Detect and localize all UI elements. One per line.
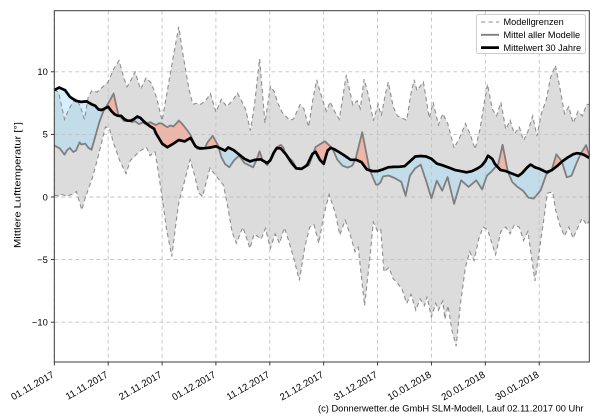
svg-text:−5: −5 [37,254,48,265]
svg-text:5: 5 [43,129,48,140]
svg-text:(c) Donnerwetter.de GmbH SLM-M: (c) Donnerwetter.de GmbH SLM-Modell, Lau… [318,404,583,414]
svg-text:Mittlere Lufttemperatur [°]: Mittlere Lufttemperatur [°] [13,122,24,248]
svg-text:−10: −10 [32,317,48,328]
svg-text:Modellgrenzen: Modellgrenzen [504,17,564,27]
svg-text:10: 10 [37,66,47,77]
svg-text:Mittel aller Modelle: Mittel aller Modelle [504,30,581,40]
svg-text:0: 0 [43,191,48,202]
svg-text:Mittelwert 30 Jahre: Mittelwert 30 Jahre [504,43,582,53]
